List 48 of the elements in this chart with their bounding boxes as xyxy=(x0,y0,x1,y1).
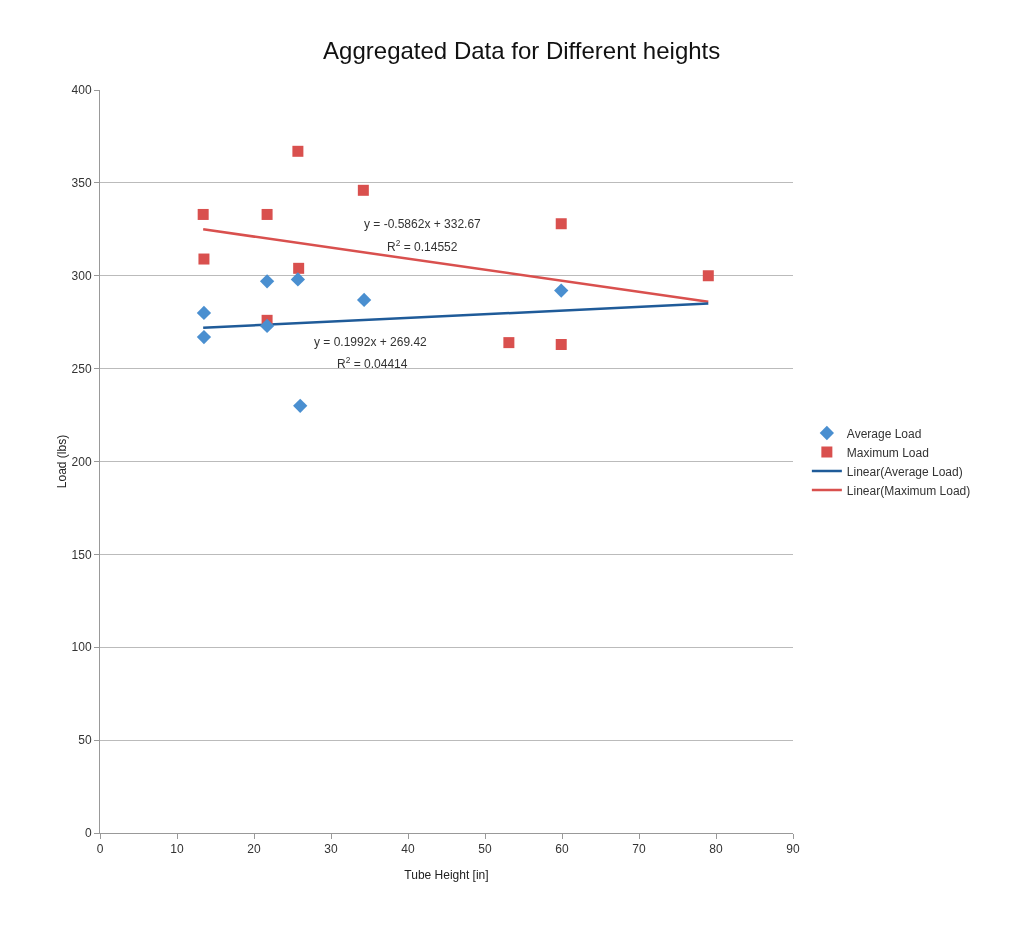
annotation: y = 0.1992x + 269.42 xyxy=(314,335,428,349)
legend-label: Linear(Maximum Load) xyxy=(846,483,971,498)
x-tick-label: 10 xyxy=(170,842,184,857)
legend-label: Linear(Average Load) xyxy=(846,464,963,479)
annotation: R$^{2}$ = 0.04414 xyxy=(337,355,408,372)
y-tick-label: 100 xyxy=(71,640,92,655)
y-tick-label: 400 xyxy=(71,83,92,98)
x-axis-title: Tube Height [in] xyxy=(404,868,489,882)
y-tick-label: 350 xyxy=(71,176,92,191)
point xyxy=(259,318,275,334)
legend-label: Average Load xyxy=(846,426,922,441)
point xyxy=(356,292,372,308)
annotation: R$^{2}$ = 0.14552 xyxy=(387,238,458,255)
point xyxy=(259,274,275,289)
x-tick-label: 60 xyxy=(555,842,569,857)
y-axis-title: Load (lbs) xyxy=(55,434,69,489)
x-tick-label: 70 xyxy=(632,842,646,857)
point xyxy=(555,218,567,230)
x-tick-label: 20 xyxy=(247,842,261,857)
point xyxy=(293,262,305,274)
point xyxy=(293,398,308,413)
x-tick-label: 80 xyxy=(709,842,723,857)
x-tick-label: 50 xyxy=(478,842,492,857)
point xyxy=(554,283,569,298)
y-tick-label: 200 xyxy=(71,454,92,469)
point xyxy=(197,208,209,220)
point xyxy=(702,270,714,282)
point xyxy=(196,305,212,321)
x-tick-label: 30 xyxy=(324,842,338,857)
legend-label: Maximum Load xyxy=(846,445,929,460)
x-tick-label: 0 xyxy=(96,842,104,857)
point xyxy=(357,184,369,196)
y-tick-label: 0 xyxy=(84,826,92,841)
point xyxy=(198,253,210,265)
y-tick-label: 250 xyxy=(71,361,92,376)
chart-title: Aggregated Data for Different heights xyxy=(323,36,721,64)
y-tick-label: 150 xyxy=(71,547,92,562)
point xyxy=(555,338,567,350)
x-tick-label: 40 xyxy=(401,842,415,857)
point xyxy=(290,272,306,287)
x-tick-label: 90 xyxy=(786,842,800,857)
y-tick-label: 300 xyxy=(71,268,92,283)
point xyxy=(292,145,304,157)
annotation: y = -0.5862x + 332.67 xyxy=(364,217,482,231)
y-tick-label: 50 xyxy=(78,733,92,748)
point xyxy=(503,337,515,349)
point xyxy=(196,329,212,345)
point xyxy=(261,208,273,220)
